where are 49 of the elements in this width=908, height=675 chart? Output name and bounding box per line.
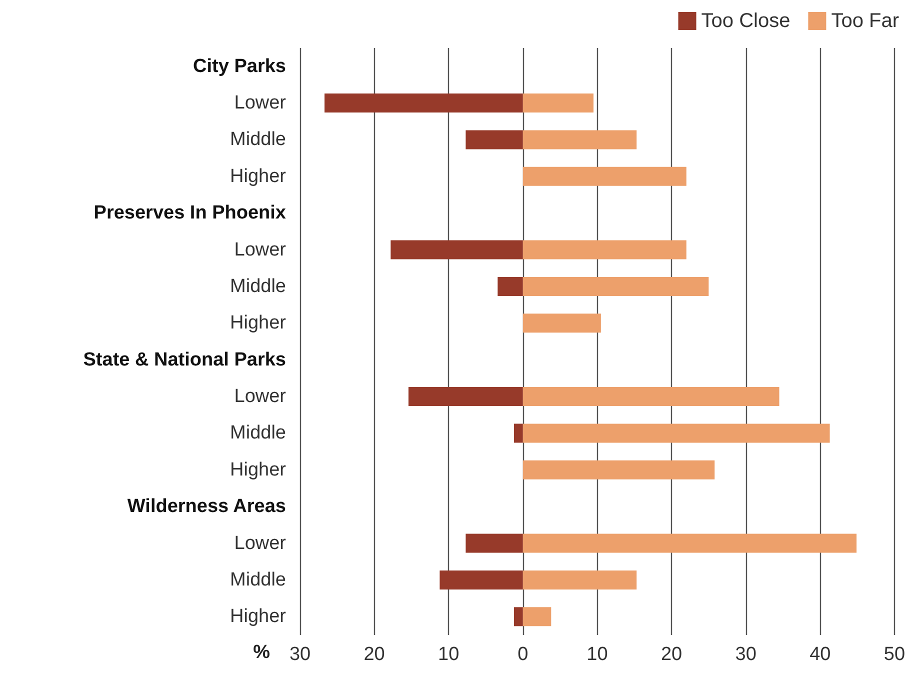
bar: [514, 424, 523, 443]
bar: [390, 240, 523, 260]
bar: [440, 570, 523, 590]
y-tick-label: Preserves In Phoenix: [94, 202, 286, 224]
x-tick-label: 40: [810, 644, 831, 665]
x-tick-label: 20: [660, 644, 682, 665]
y-tick-label: Higher: [230, 606, 287, 628]
bar: [522, 94, 594, 113]
bar: [522, 460, 715, 480]
x-tick-label: 50: [884, 644, 906, 665]
bar: [522, 166, 686, 186]
y-tick-label: Lower: [234, 92, 287, 114]
bar: [522, 240, 686, 260]
y-tick-label: State & National Parks: [83, 349, 286, 370]
x-tick-label: 10: [586, 644, 608, 665]
legend-label: Too Far: [831, 10, 900, 32]
x-tick-label: 30: [735, 644, 756, 665]
y-tick-label: Higher: [230, 459, 287, 480]
bar: [522, 424, 830, 443]
y-tick-label: Higher: [230, 166, 287, 187]
bar: [522, 570, 637, 590]
y-tick-label: Higher: [230, 312, 287, 334]
x-tick-label: 10: [438, 644, 460, 665]
bar: [522, 387, 780, 406]
bar: [514, 607, 523, 626]
y-tick-label: Middle: [230, 276, 286, 297]
bar: [408, 387, 523, 406]
x-tick-label: 20: [364, 644, 385, 665]
bar: [522, 314, 601, 333]
y-tick-label: Lower: [234, 386, 287, 408]
bar: [498, 276, 523, 296]
legend-label: Too Close: [701, 10, 790, 32]
y-tick-label: Lower: [234, 239, 287, 260]
bar: [466, 534, 523, 553]
x-tick-label: 30: [289, 644, 311, 665]
y-tick-label: City Parks: [193, 56, 286, 77]
y-tick-label: Wilderness Areas: [127, 496, 286, 518]
bar: [522, 130, 637, 150]
y-tick-label: Middle: [230, 569, 286, 590]
bar: [522, 607, 552, 626]
bar: [466, 130, 523, 150]
y-tick-label: Middle: [230, 129, 286, 150]
bar: [324, 94, 523, 113]
bar: [522, 276, 709, 296]
x-axis-title: %: [253, 642, 270, 663]
bar: [522, 534, 857, 553]
y-tick-label: Lower: [234, 532, 287, 554]
y-tick-label: Middle: [230, 422, 286, 444]
x-tick-label: 0: [518, 644, 528, 665]
